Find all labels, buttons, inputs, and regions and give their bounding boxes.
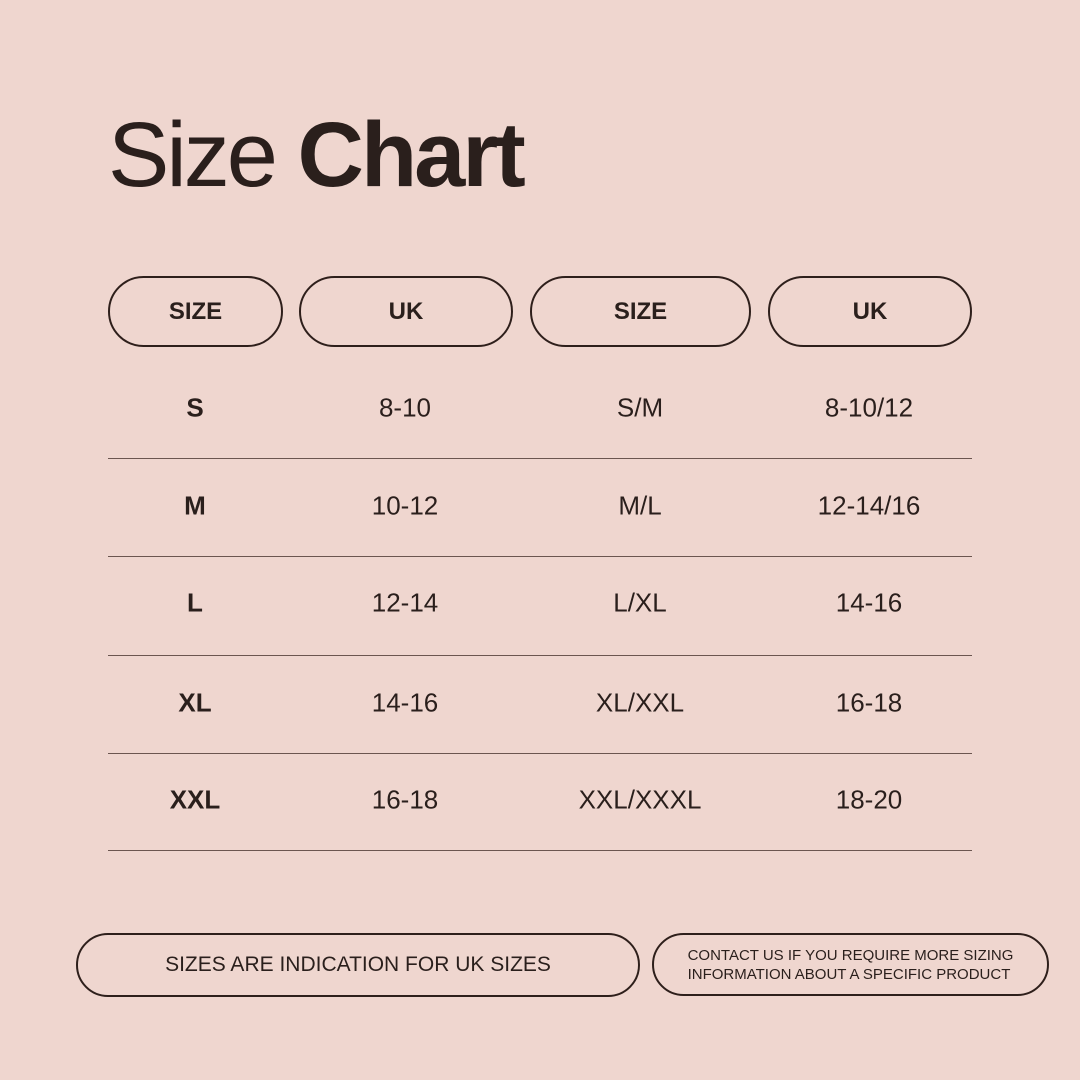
table-cell: 12-14 xyxy=(371,587,439,618)
table-cell: M/L xyxy=(618,490,662,521)
header-uk-1: UK xyxy=(299,276,513,347)
uk-sizes-note: SIZES ARE INDICATION FOR UK SIZES xyxy=(76,933,640,997)
table-cell: XXL xyxy=(169,784,221,815)
table-cell: 14-16 xyxy=(835,587,903,618)
table-cell: 8-10/12 xyxy=(824,392,914,423)
table-cell: 10-12 xyxy=(371,490,439,521)
table-cell: L/XL xyxy=(613,587,667,618)
title-bold: Chart xyxy=(297,104,526,206)
table-cell: XL xyxy=(178,687,212,718)
table-cell: XXL/XXXL xyxy=(578,784,702,815)
header-size-2: SIZE xyxy=(530,276,751,347)
page-title: Size Chart xyxy=(108,100,526,210)
contact-note-line2: INFORMATION ABOUT A SPECIFIC PRODUCT xyxy=(687,965,1011,983)
title-light: Size xyxy=(108,104,278,206)
table-cell: 16-18 xyxy=(371,784,439,815)
table-cell: XL/XXL xyxy=(595,687,685,718)
row-divider xyxy=(108,850,972,851)
row-divider xyxy=(108,556,972,557)
row-divider xyxy=(108,655,972,656)
table-cell: 18-20 xyxy=(835,784,903,815)
table-cell: 16-18 xyxy=(835,687,903,718)
contact-note-line1: CONTACT US IF YOU REQUIRE MORE SIZING xyxy=(687,946,1014,964)
table-cell: 12-14/16 xyxy=(817,490,921,521)
table-cell: L xyxy=(187,587,203,618)
table-cell: 8-10 xyxy=(378,392,432,423)
row-divider xyxy=(108,753,972,754)
header-size-1: SIZE xyxy=(108,276,283,347)
table-cell: S xyxy=(186,392,204,423)
contact-note: CONTACT US IF YOU REQUIRE MORE SIZING INF… xyxy=(652,933,1049,996)
table-cell: M xyxy=(184,490,206,521)
table-cell: 14-16 xyxy=(371,687,439,718)
row-divider xyxy=(108,458,972,459)
header-uk-2: UK xyxy=(768,276,972,347)
table-cell: S/M xyxy=(616,392,664,423)
